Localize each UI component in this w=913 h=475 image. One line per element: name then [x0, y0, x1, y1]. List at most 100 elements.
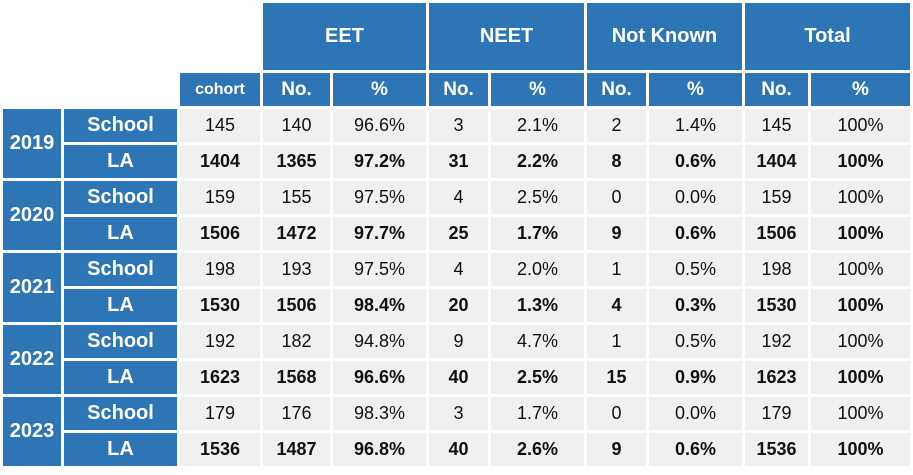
cell-neet-no: 3 — [429, 397, 488, 430]
cell-neet-no: 31 — [429, 145, 488, 178]
cell-neet-pct: 1.7% — [491, 397, 584, 430]
cell-eet-pct: 97.5% — [333, 253, 426, 286]
cell-not-known-pct: 0.5% — [649, 253, 742, 286]
cell-cohort: 1623 — [180, 361, 260, 394]
cell-neet-pct: 2.5% — [491, 181, 584, 214]
header-total-no: No. — [745, 73, 808, 106]
cell-total-no: 179 — [745, 397, 808, 430]
cell-total-no: 1530 — [745, 289, 808, 322]
row-label: LA — [64, 433, 177, 466]
row-label: School — [64, 181, 177, 214]
cell-cohort: 1536 — [180, 433, 260, 466]
cell-not-known-pct: 0.5% — [649, 325, 742, 358]
cell-neet-pct: 2.6% — [491, 433, 584, 466]
cell-cohort: 192 — [180, 325, 260, 358]
table-row: LA 1506 1472 97.7% 25 1.7% 9 0.6% 1506 100% — [3, 217, 911, 250]
cell-not-known-no: 1 — [587, 325, 646, 358]
cell-not-known-pct: 0.6% — [649, 145, 742, 178]
table-row: 2023 School 179 176 98.3% 3 1.7% 0 0.0% 179 100% — [3, 397, 911, 466]
cell-total-no: 1623 — [745, 361, 808, 394]
row-label: School — [64, 253, 177, 286]
cell-neet-no: 25 — [429, 217, 488, 250]
cell-eet-pct: 96.8% — [333, 433, 426, 466]
cell-total-pct: 100% — [811, 253, 911, 286]
cell-cohort: 145 — [180, 109, 260, 142]
cell-eet-pct: 97.7% — [333, 217, 426, 250]
table-row: 2020 School 159 155 97.5% 4 2.5% 0 0.0% 159 100% — [3, 181, 911, 250]
cell-neet-pct: 4.7% — [491, 325, 584, 358]
table-row: 2021 School 198 193 97.5% 4 2.0% 1 0.5% 198 100% — [3, 253, 911, 322]
row-label: LA — [64, 217, 177, 250]
cell-total-pct: 100% — [811, 181, 911, 214]
cell-cohort: 1404 — [180, 145, 260, 178]
header-neet-no: No. — [429, 73, 488, 106]
cell-not-known-no: 9 — [587, 433, 646, 466]
cell-eet-pct: 97.2% — [333, 145, 426, 178]
cell-total-pct: 100% — [811, 145, 911, 178]
cell-total-pct: 100% — [811, 433, 911, 466]
cell-eet-pct: 96.6% — [333, 361, 426, 394]
header-total-pct: % — [811, 73, 911, 106]
table-row: 2019 School 145 140 96.6% 3 2.1% 2 1.4% 145 100% — [3, 109, 911, 178]
cell-total-pct: 100% — [811, 325, 911, 358]
cell-cohort: 1530 — [180, 289, 260, 322]
cell-total-no: 192 — [745, 325, 808, 358]
cell-eet-no: 193 — [263, 253, 330, 286]
cell-eet-pct: 94.8% — [333, 325, 426, 358]
cell-eet-no: 176 — [263, 397, 330, 430]
table-row: 2022 School 192 182 94.8% 9 4.7% 1 0.5% 192 100% — [3, 325, 911, 394]
cell-neet-pct: 2.1% — [491, 109, 584, 142]
cell-neet-no: 20 — [429, 289, 488, 322]
cell-total-no: 1404 — [745, 145, 808, 178]
cell-total-no: 159 — [745, 181, 808, 214]
header-total: Total — [745, 3, 911, 70]
cell-not-known-pct: 0.0% — [649, 181, 742, 214]
cell-cohort: 179 — [180, 397, 260, 430]
year-label: 2021 — [3, 253, 61, 322]
cell-neet-no: 4 — [429, 181, 488, 214]
row-label: School — [64, 397, 177, 430]
cell-neet-no: 3 — [429, 109, 488, 142]
year-label: 2020 — [3, 181, 61, 250]
cell-not-known-no: 8 — [587, 145, 646, 178]
group-header-row: EET NEET Not Known Total — [3, 3, 911, 70]
year-label: 2023 — [3, 397, 61, 466]
sub-header-blank — [3, 73, 177, 106]
cell-total-pct: 100% — [811, 109, 911, 142]
header-blank — [3, 3, 260, 70]
cell-eet-pct: 97.5% — [333, 181, 426, 214]
cell-not-known-pct: 0.3% — [649, 289, 742, 322]
cell-not-known-no: 4 — [587, 289, 646, 322]
cell-eet-pct: 96.6% — [333, 109, 426, 142]
header-not-known: Not Known — [587, 3, 742, 70]
table-body: 2019 School 145 140 96.6% 3 2.1% 2 1.4% 145 100% LA… — [3, 109, 911, 466]
cell-not-known-no: 1 — [587, 253, 646, 286]
header-eet-pct: % — [333, 73, 426, 106]
cell-not-known-pct: 0.6% — [649, 433, 742, 466]
header-neet-pct: % — [491, 73, 584, 106]
year-label: 2019 — [3, 109, 61, 178]
row-label: LA — [64, 145, 177, 178]
cell-eet-no: 155 — [263, 181, 330, 214]
cell-eet-no: 1506 — [263, 289, 330, 322]
cell-neet-pct: 2.2% — [491, 145, 584, 178]
cell-neet-no: 4 — [429, 253, 488, 286]
cell-neet-no: 40 — [429, 361, 488, 394]
cell-cohort: 1506 — [180, 217, 260, 250]
year-label: 2022 — [3, 325, 61, 394]
cell-not-known-no: 9 — [587, 217, 646, 250]
cell-not-known-pct: 0.0% — [649, 397, 742, 430]
table-row: LA 1530 1506 98.4% 20 1.3% 4 0.3% 1530 100% — [3, 289, 911, 322]
cell-eet-no: 1568 — [263, 361, 330, 394]
cell-neet-pct: 1.3% — [491, 289, 584, 322]
cell-eet-pct: 98.3% — [333, 397, 426, 430]
header-neet: NEET — [429, 3, 584, 70]
header-eet-no: No. — [263, 73, 330, 106]
cell-eet-no: 1472 — [263, 217, 330, 250]
cell-not-known-pct: 1.4% — [649, 109, 742, 142]
cell-eet-no: 1487 — [263, 433, 330, 466]
cell-neet-no: 40 — [429, 433, 488, 466]
header-eet: EET — [263, 3, 426, 70]
cell-eet-no: 1365 — [263, 145, 330, 178]
